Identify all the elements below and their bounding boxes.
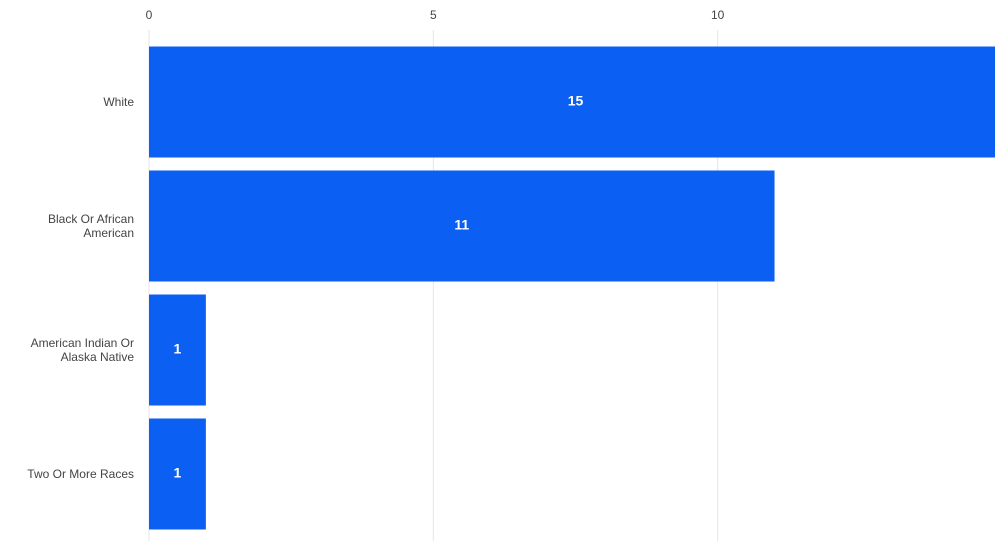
- data-label: 15: [568, 93, 584, 109]
- bar: [149, 46, 995, 158]
- data-label: 1: [174, 341, 182, 357]
- y-tick-label: Black Or African American: [47, 212, 134, 240]
- bar: [149, 170, 775, 282]
- data-label: 11: [454, 217, 469, 233]
- data-label: 1: [174, 465, 182, 481]
- y-tick-label: White: [103, 95, 134, 109]
- bar: [149, 418, 206, 530]
- y-tick-label: Two Or More Races: [27, 467, 134, 481]
- bar: [149, 294, 206, 406]
- x-tick-label: 5: [430, 8, 437, 22]
- x-tick-label: 10: [711, 8, 725, 22]
- x-tick-label: 0: [146, 8, 153, 22]
- y-tick-label: American Indian Or Alaska Native: [30, 336, 134, 364]
